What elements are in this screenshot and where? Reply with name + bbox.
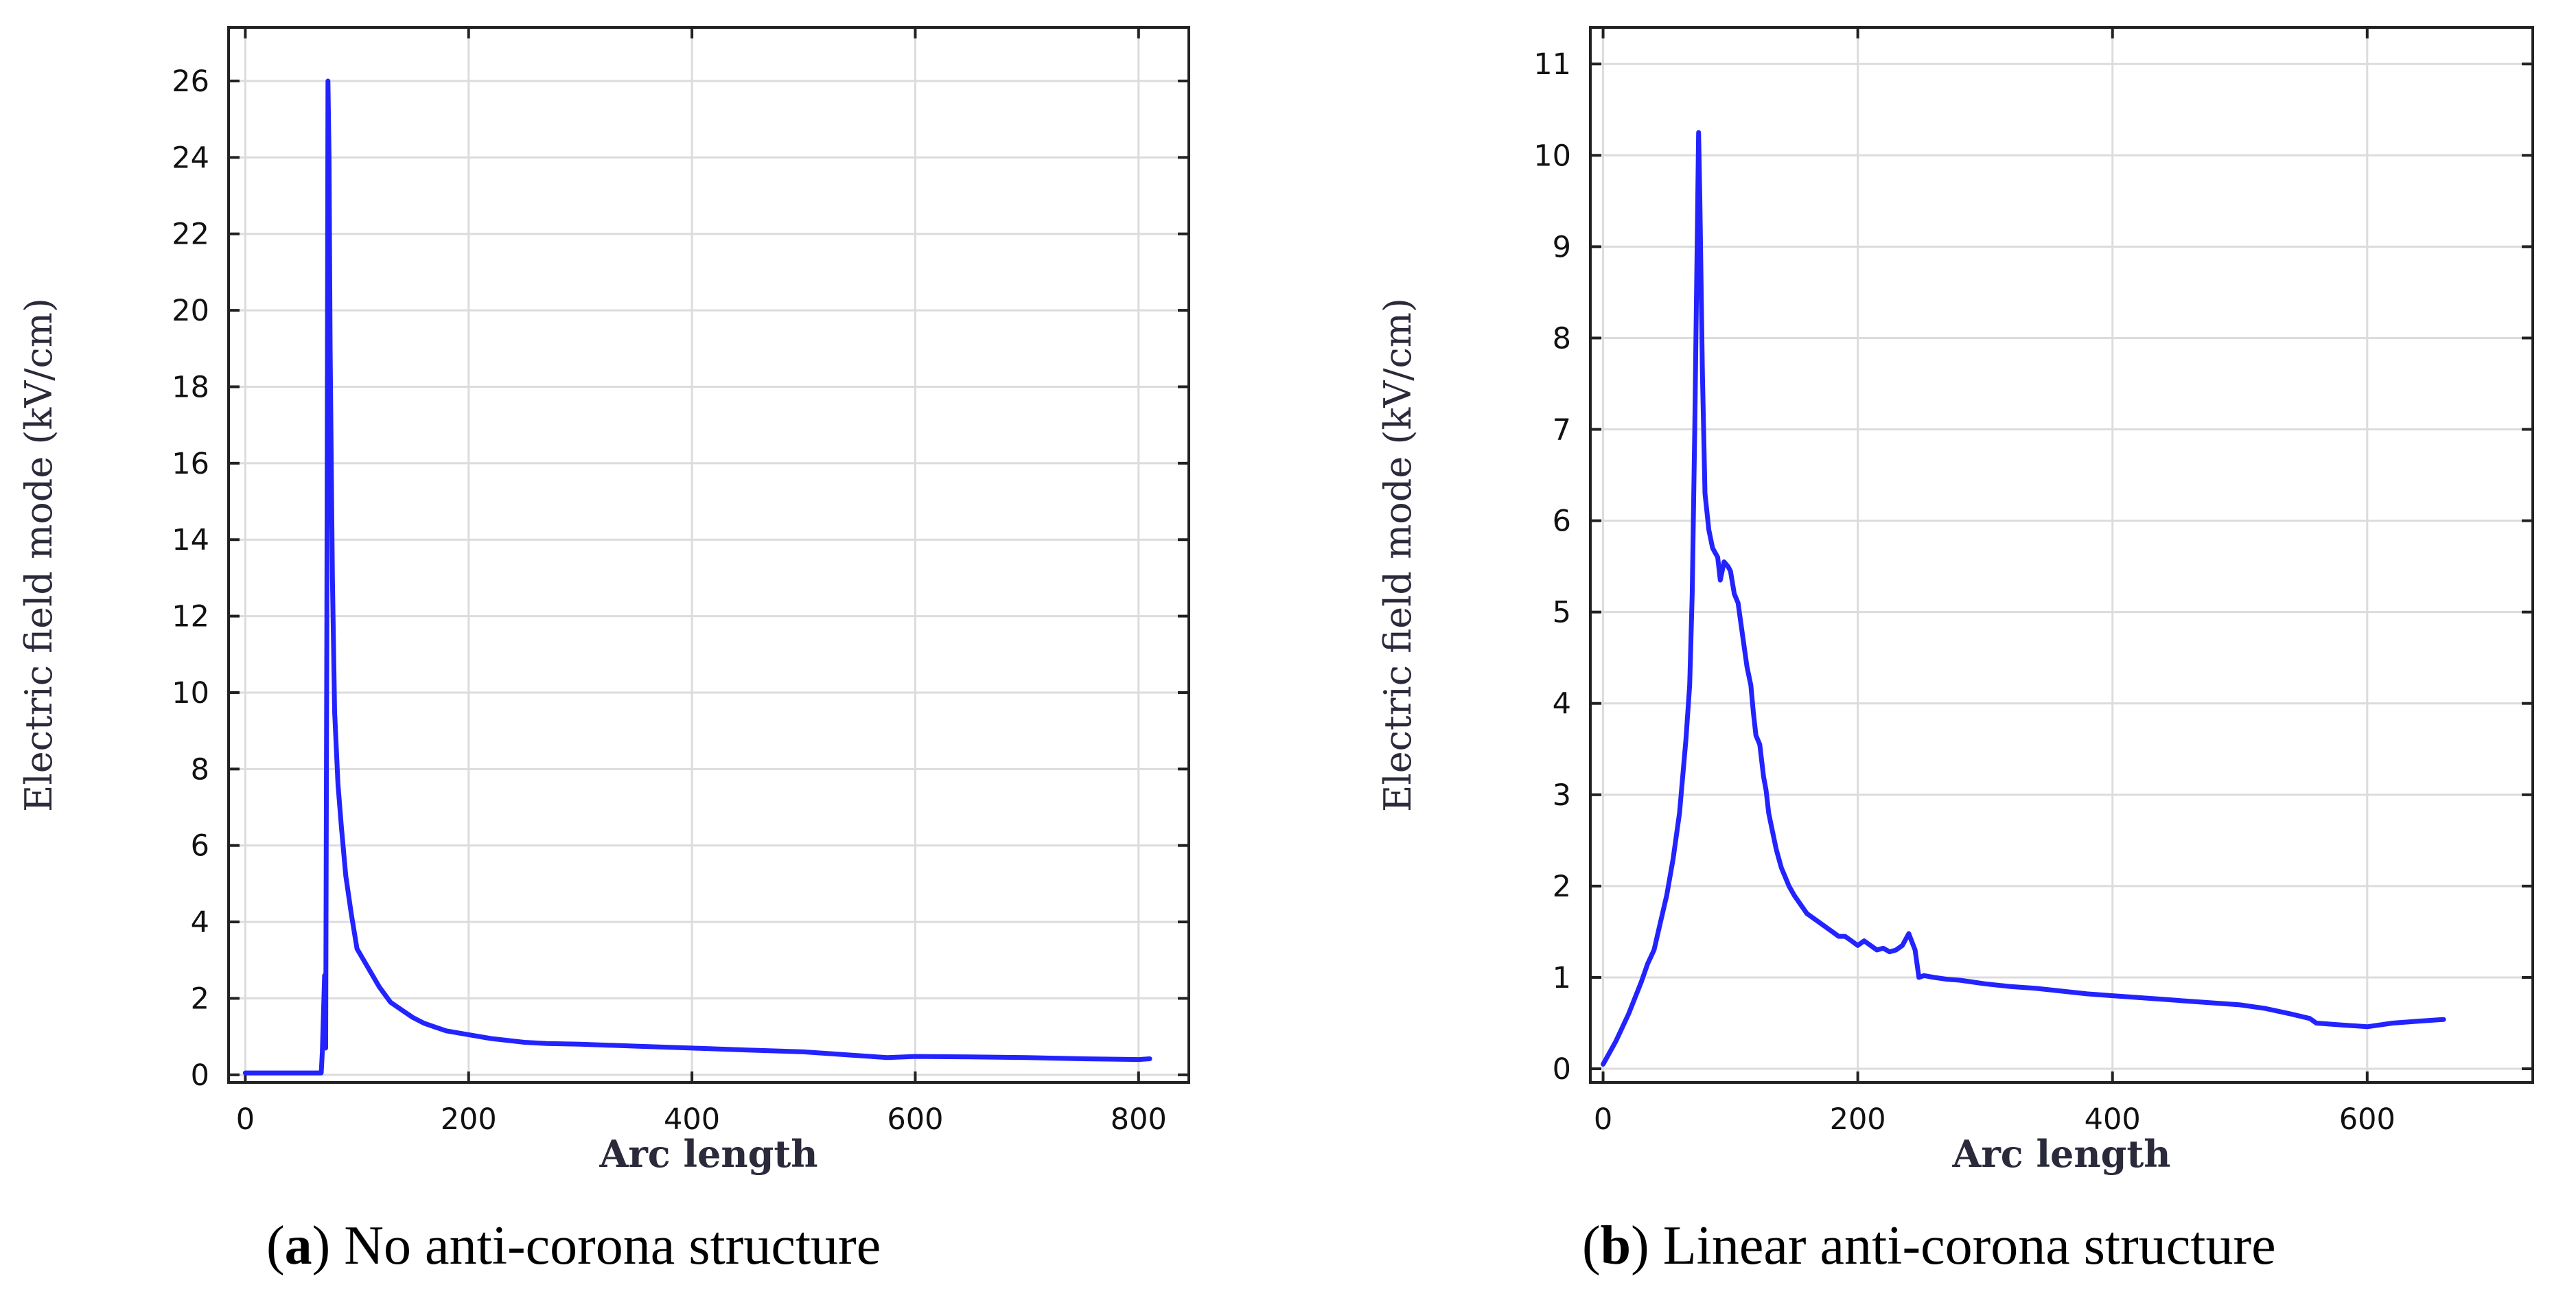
caption-b-text: Linear anti-corona structure <box>1662 1216 2276 1276</box>
x-tick-label: 400 <box>664 1102 720 1137</box>
y-tick-label: 4 <box>191 905 209 940</box>
y-tick-label: 16 <box>172 447 209 481</box>
y-tick-label: 18 <box>172 370 209 404</box>
caption-b: (b) Linear anti-corona structure <box>1582 1216 2276 1276</box>
caption-b-letter: b <box>1600 1216 1632 1276</box>
y-tick-label: 6 <box>191 829 209 864</box>
y-tick-label: 7 <box>1553 413 1571 448</box>
y-tick-label: 22 <box>172 218 209 252</box>
x-tick-label: 200 <box>1830 1102 1886 1137</box>
series-line <box>1601 130 2446 1067</box>
x-tick-label: 600 <box>2339 1102 2395 1137</box>
x-tick-label: 0 <box>1594 1102 1612 1137</box>
y-axis-label: Electric field mode (kV/cm) <box>1376 298 1419 812</box>
y-tick-label: 3 <box>1553 778 1571 813</box>
y-tick-label: 9 <box>1553 230 1571 264</box>
y-tick-label: 0 <box>191 1058 209 1093</box>
y-tick-label: 20 <box>172 294 209 328</box>
x-tick-label: 600 <box>887 1102 943 1137</box>
y-tick-label: 26 <box>172 65 209 99</box>
series-line <box>242 78 1152 1076</box>
x-tick-label: 0 <box>236 1102 255 1137</box>
x-tick-label: 200 <box>441 1102 497 1137</box>
y-tick-label: 2 <box>1553 870 1571 904</box>
y-tick-label: 11 <box>1533 47 1571 82</box>
x-axis-label: Arc length <box>1951 1132 2170 1176</box>
y-tick-label: 24 <box>172 141 209 175</box>
caption-a-letter: a <box>284 1216 312 1276</box>
y-axis-label: Electric field mode (kV/cm) <box>17 298 60 812</box>
y-tick-label: 5 <box>1553 596 1571 630</box>
caption-a-text: No anti-corona structure <box>344 1216 881 1276</box>
chart-b: 0 1 2 3 4 5 6 7 8 9 10 11 0 200 400 600 Arc length Electr… <box>1376 26 2534 1176</box>
x-tick-label: 800 <box>1111 1102 1167 1137</box>
y-tick-label: 1 <box>1553 961 1571 995</box>
plot-frame <box>227 26 1190 1084</box>
y-tick-label: 0 <box>1553 1052 1571 1087</box>
y-tick-label: 12 <box>172 600 209 634</box>
y-tick-label: 10 <box>172 676 209 710</box>
y-tick-label: 2 <box>191 982 209 1016</box>
y-tick-label: 8 <box>1553 321 1571 356</box>
x-axis-label: Arc length <box>599 1132 817 1176</box>
x-tick-label: 400 <box>2085 1102 2141 1137</box>
plot-frame <box>1589 26 2534 1084</box>
y-tick-label: 8 <box>191 752 209 787</box>
y-tick-label: 10 <box>1533 139 1571 173</box>
y-tick-label: 6 <box>1553 505 1571 539</box>
caption-a: (a) No anti-corona structure <box>266 1216 881 1276</box>
y-tick-label: 4 <box>1553 687 1571 721</box>
y-tick-label: 14 <box>172 523 209 557</box>
